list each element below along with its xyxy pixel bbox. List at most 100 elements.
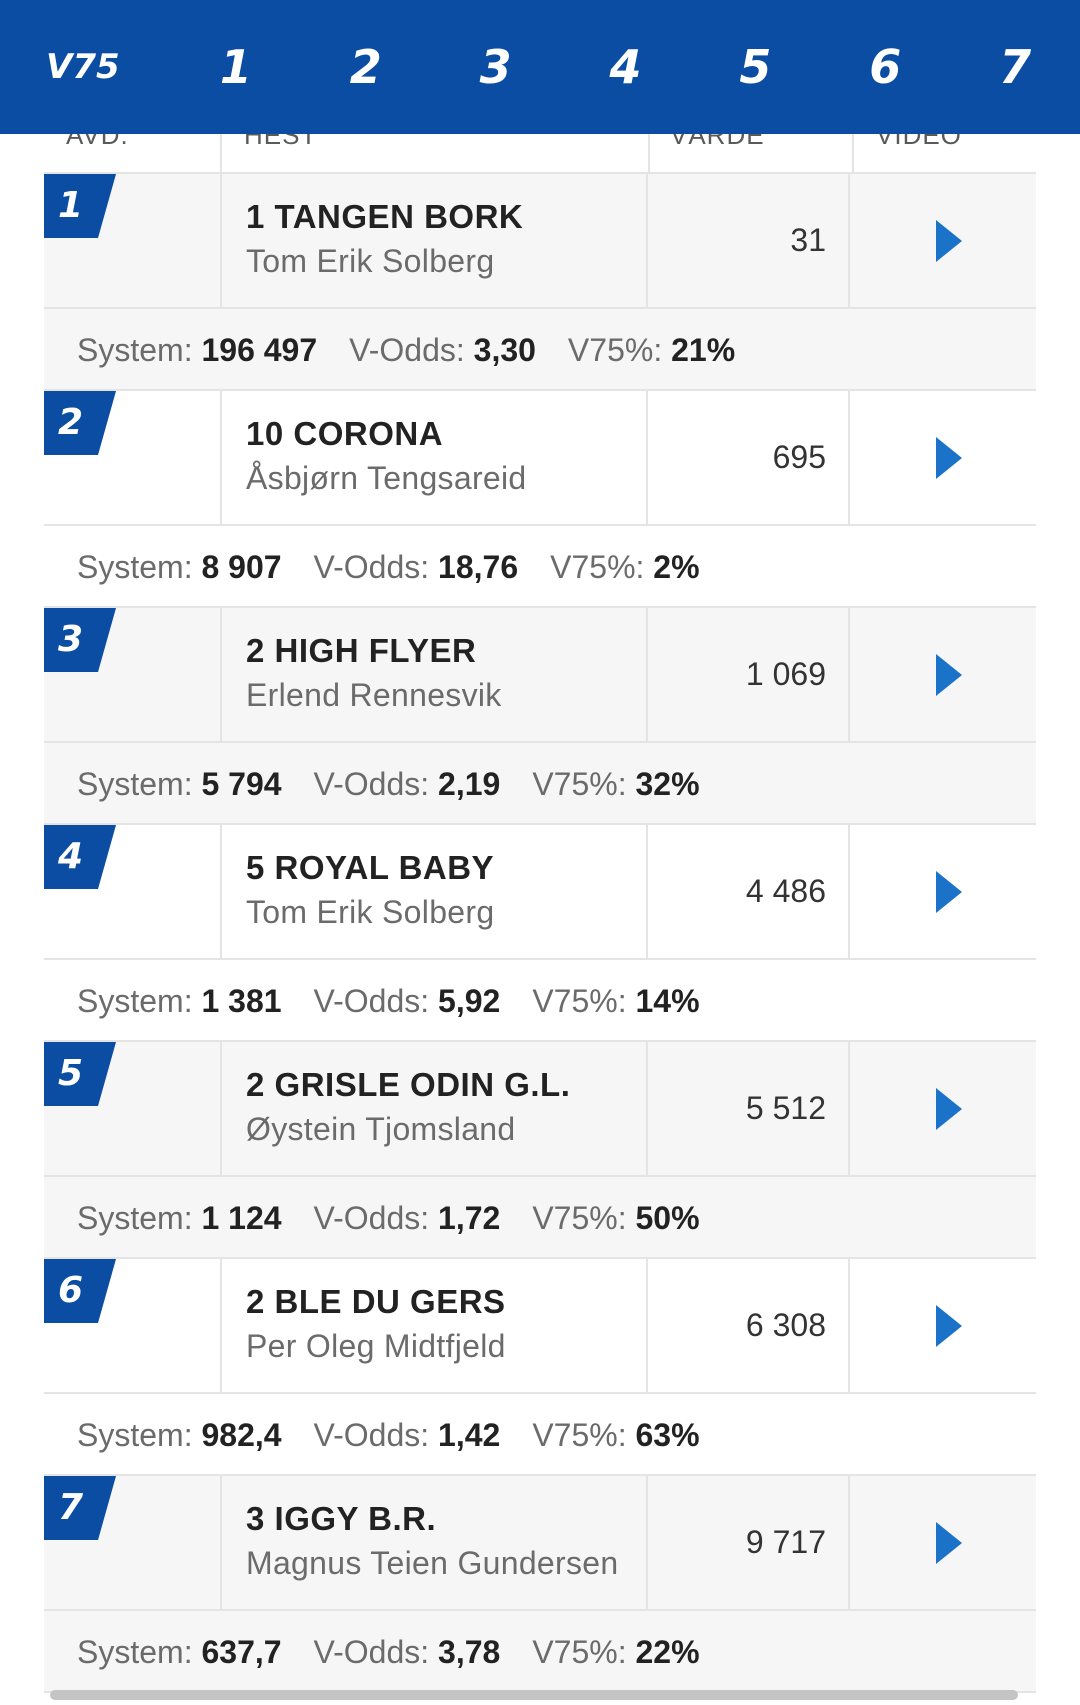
horse-cell: 10 CORONA Åsbjørn Tengsareid <box>222 391 648 524</box>
vodds-value: 3,30 <box>473 332 536 368</box>
play-icon[interactable] <box>936 871 962 913</box>
value-cell: 4 486 <box>648 825 850 958</box>
vodds-label: V-Odds: <box>313 1200 430 1236</box>
play-icon[interactable] <box>936 654 962 696</box>
driver-name: Magnus Teien Gundersen <box>246 1545 619 1581</box>
v75pct-label: V75%: <box>532 1200 627 1236</box>
horse-name: 5 ROYAL BABY <box>246 849 495 886</box>
driver-name: Tom Erik Solberg <box>246 894 495 930</box>
v75pct-label: V75%: <box>532 1634 627 1670</box>
table-row[interactable]: 2 10 CORONA Åsbjørn Tengsareid 695 <box>44 391 1036 526</box>
horse-name: 3 IGGY B.R. <box>246 1500 437 1537</box>
video-cell[interactable] <box>850 608 1032 741</box>
video-cell[interactable] <box>850 1042 1032 1175</box>
column-header-row: AVD. HEST VÄRDE VIDEO <box>44 120 1036 174</box>
vodds-label: V-Odds: <box>313 549 430 585</box>
avd-cell: 6 <box>44 1259 222 1392</box>
video-cell[interactable] <box>850 174 1032 307</box>
race-block: 3 2 HIGH FLYER Erlend Rennesvik 1 069 Sy… <box>44 608 1036 825</box>
tab-race-3[interactable]: 3 <box>479 40 512 94</box>
play-icon[interactable] <box>936 1305 962 1347</box>
tab-race-4[interactable]: 4 <box>609 40 642 94</box>
race-block: 1 1 TANGEN BORK Tom Erik Solberg 31 Syst… <box>44 174 1036 391</box>
play-icon[interactable] <box>936 1088 962 1130</box>
vodds-value: 2,19 <box>438 766 501 802</box>
video-cell[interactable] <box>850 1476 1032 1609</box>
race-stats: System: 1 124 V-Odds: 1,72 V75%: 50% <box>44 1177 1036 1259</box>
avd-badge: 7 <box>44 1476 116 1540</box>
system-label: System: <box>77 549 193 585</box>
horse-name: 2 BLE DU GERS <box>246 1283 506 1320</box>
play-icon[interactable] <box>936 1522 962 1564</box>
avd-cell: 1 <box>44 174 222 307</box>
system-label: System: <box>77 1417 193 1453</box>
value-cell: 31 <box>648 174 850 307</box>
system-value: 982,4 <box>201 1417 282 1453</box>
horse-cell: 5 ROYAL BABY Tom Erik Solberg <box>222 825 648 958</box>
driver-name: Tom Erik Solberg <box>246 243 495 279</box>
play-icon[interactable] <box>936 220 962 262</box>
tab-v75[interactable]: V75 <box>46 47 120 87</box>
race-block: 4 5 ROYAL BABY Tom Erik Solberg 4 486 Sy… <box>44 825 1036 1042</box>
vodds-label: V-Odds: <box>313 1634 430 1670</box>
v75pct-label: V75%: <box>567 332 663 368</box>
horse-name: 10 CORONA <box>246 415 444 452</box>
tab-race-2[interactable]: 2 <box>349 40 382 94</box>
avd-cell: 5 <box>44 1042 222 1175</box>
table-row[interactable]: 4 5 ROYAL BABY Tom Erik Solberg 4 486 <box>44 825 1036 960</box>
table-row[interactable]: 3 2 HIGH FLYER Erlend Rennesvik 1 069 <box>44 608 1036 743</box>
vodds-value: 1,42 <box>438 1417 501 1453</box>
results-table: AVD. HEST VÄRDE VIDEO 1 1 TANGEN BORK To… <box>44 120 1036 1693</box>
horizontal-scrollbar[interactable] <box>50 1690 1018 1700</box>
avd-cell: 2 <box>44 391 222 524</box>
v75pct-value: 14% <box>635 983 700 1019</box>
video-cell[interactable] <box>850 825 1032 958</box>
driver-name: Erlend Rennesvik <box>246 677 502 713</box>
avd-badge: 4 <box>44 825 116 889</box>
system-value: 1 124 <box>201 1200 282 1236</box>
table-row[interactable]: 1 1 TANGEN BORK Tom Erik Solberg 31 <box>44 174 1036 309</box>
horse-cell: 2 GRISLE ODIN G.L. Øystein Tjomsland <box>222 1042 648 1175</box>
v75pct-value: 63% <box>635 1417 700 1453</box>
race-stats: System: 982,4 V-Odds: 1,42 V75%: 63% <box>44 1394 1036 1476</box>
video-cell[interactable] <box>850 1259 1032 1392</box>
race-stats: System: 8 907 V-Odds: 18,76 V75%: 2% <box>44 526 1036 608</box>
race-block: 7 3 IGGY B.R. Magnus Teien Gundersen 9 7… <box>44 1476 1036 1693</box>
table-row[interactable]: 6 2 BLE DU GERS Per Oleg Midtfjeld 6 308 <box>44 1259 1036 1394</box>
driver-name: Øystein Tjomsland <box>246 1111 516 1147</box>
vodds-value: 5,92 <box>438 983 501 1019</box>
avd-badge: 1 <box>44 174 116 238</box>
table-row[interactable]: 7 3 IGGY B.R. Magnus Teien Gundersen 9 7… <box>44 1476 1036 1611</box>
driver-name: Per Oleg Midtfjeld <box>246 1328 506 1364</box>
system-value: 637,7 <box>201 1634 282 1670</box>
v75pct-value: 32% <box>635 766 700 802</box>
avd-cell: 3 <box>44 608 222 741</box>
horse-cell: 3 IGGY B.R. Magnus Teien Gundersen <box>222 1476 648 1609</box>
tab-race-6[interactable]: 6 <box>869 40 902 94</box>
race-tab-bar: V75 1 2 3 4 5 6 7 <box>0 0 1080 134</box>
play-icon[interactable] <box>936 437 962 479</box>
video-cell[interactable] <box>850 391 1032 524</box>
v75pct-label: V75%: <box>532 1417 627 1453</box>
race-stats: System: 5 794 V-Odds: 2,19 V75%: 32% <box>44 743 1036 825</box>
race-stats: System: 196 497 V-Odds: 3,30 V75%: 21% <box>44 309 1036 391</box>
avd-cell: 7 <box>44 1476 222 1609</box>
value-cell: 1 069 <box>648 608 850 741</box>
value-cell: 9 717 <box>648 1476 850 1609</box>
driver-name: Åsbjørn Tengsareid <box>246 460 527 496</box>
tab-race-5[interactable]: 5 <box>739 40 772 94</box>
tab-race-7[interactable]: 7 <box>999 40 1032 94</box>
system-value: 1 381 <box>201 983 282 1019</box>
v75pct-label: V75%: <box>532 983 627 1019</box>
vodds-label: V-Odds: <box>313 1417 430 1453</box>
v75pct-label: V75%: <box>532 766 627 802</box>
tab-race-1[interactable]: 1 <box>219 40 252 94</box>
horse-cell: 2 BLE DU GERS Per Oleg Midtfjeld <box>222 1259 648 1392</box>
system-label: System: <box>77 1200 193 1236</box>
table-row[interactable]: 5 2 GRISLE ODIN G.L. Øystein Tjomsland 5… <box>44 1042 1036 1177</box>
avd-badge: 2 <box>44 391 116 455</box>
race-block: 6 2 BLE DU GERS Per Oleg Midtfjeld 6 308… <box>44 1259 1036 1476</box>
v75pct-label: V75%: <box>550 549 645 585</box>
avd-badge: 5 <box>44 1042 116 1106</box>
system-label: System: <box>77 983 193 1019</box>
